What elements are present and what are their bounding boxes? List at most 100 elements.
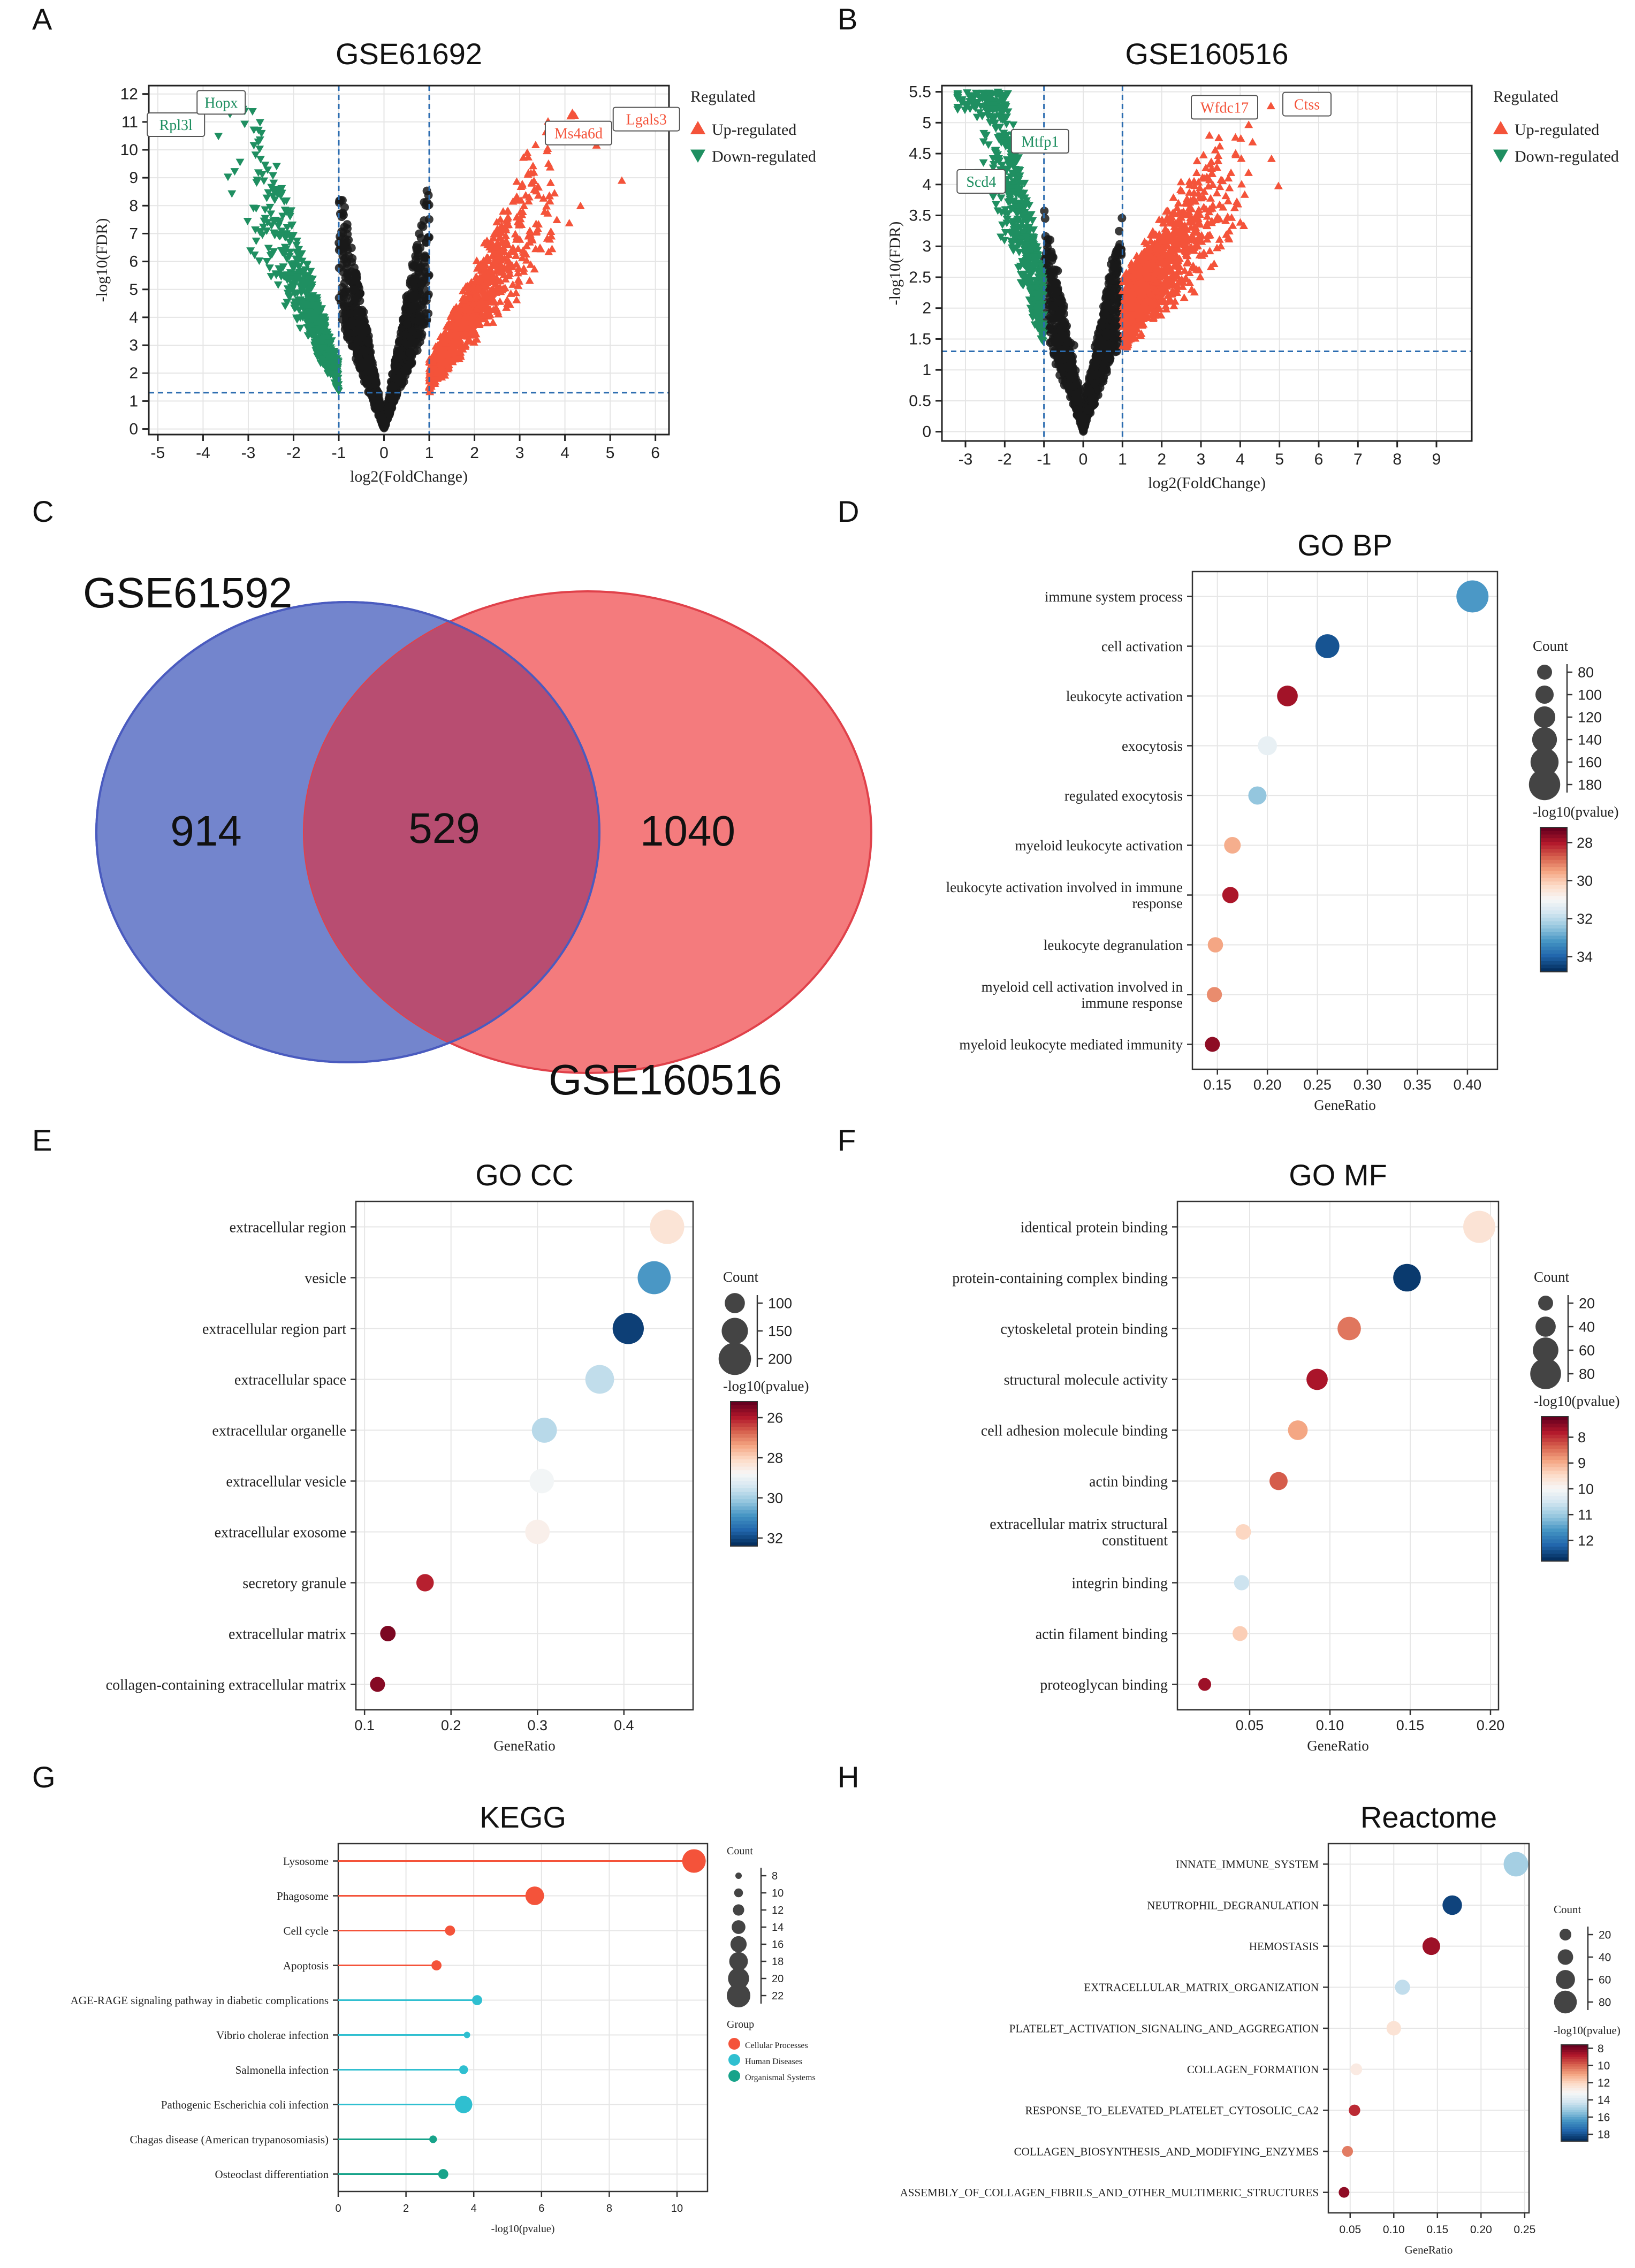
volcano-plot-B: -3 -2 -1 0 1 2 3 4 5 6 7 8 900.511.522.533.544.555.5… [886, 37, 1619, 492]
ns-point [1041, 249, 1051, 258]
ns-point [1090, 379, 1099, 389]
ns-point [1106, 354, 1115, 363]
down-point [265, 264, 274, 272]
ns-point [397, 351, 406, 360]
up-point [530, 265, 539, 273]
x-tick-label: 0 [379, 444, 389, 462]
x-tick-label: 5 [606, 444, 615, 462]
ns-point [1099, 372, 1108, 382]
up-point [1205, 131, 1214, 139]
legend-up: Up-regulated [712, 121, 796, 139]
ns-point [349, 342, 358, 351]
ns-point [362, 336, 371, 345]
up-point [526, 260, 535, 268]
down-point [266, 252, 275, 260]
ns-point [361, 375, 370, 384]
down-point [235, 158, 245, 166]
up-point [529, 168, 538, 176]
panel-label-G: G [32, 1760, 56, 1794]
panel-label-D: D [838, 494, 859, 528]
ns-point [336, 196, 345, 205]
down-point [240, 120, 249, 128]
up-point [528, 162, 537, 170]
ns-point [386, 392, 395, 401]
down-point [280, 302, 290, 310]
ns-point [402, 312, 411, 321]
up-point [496, 215, 505, 223]
x-tick-label: -5 [151, 444, 165, 462]
x-tick-label: 6 [651, 444, 660, 462]
ns-point [416, 263, 425, 272]
up-point [1176, 178, 1185, 186]
ns-point [343, 333, 352, 342]
ns-point [401, 338, 410, 347]
ns-point [416, 317, 425, 326]
ns-point [1073, 397, 1082, 406]
down-point [249, 142, 258, 150]
panel-label-B: B [838, 2, 857, 36]
x-tick-label: 2 [470, 444, 479, 462]
up-point [524, 197, 533, 205]
down-point [278, 212, 287, 220]
y-tick-label: 12 [120, 86, 138, 103]
up-point [508, 280, 518, 288]
ns-point [405, 348, 414, 357]
down-point [979, 159, 988, 167]
ns-point [408, 326, 417, 336]
ns-point [412, 245, 421, 254]
ns-point [1057, 345, 1066, 354]
ns-point [1091, 362, 1100, 371]
y-tick-label: 8 [129, 197, 138, 215]
ns-point [424, 271, 433, 280]
down-point [214, 133, 223, 141]
down-point [295, 324, 305, 332]
ns-point [1111, 316, 1120, 325]
y-tick-label: 9 [129, 169, 138, 187]
gene-label: Rpl3l [147, 112, 206, 138]
ns-point [1060, 320, 1069, 329]
panel-label-E: E [32, 1123, 52, 1157]
down-point [248, 108, 257, 116]
ns-point [1053, 311, 1062, 320]
gene-label-text: Lgals3 [626, 112, 667, 128]
ns-point [342, 259, 351, 268]
up-point [1248, 138, 1257, 146]
up-point [1180, 293, 1189, 301]
up-point [512, 177, 521, 185]
y-tick-label: 2 [129, 364, 138, 382]
ns-point [1105, 291, 1114, 300]
up-point [531, 140, 540, 148]
y-tick-label: 11 [121, 113, 138, 131]
ns-point [1083, 406, 1092, 415]
down-point [262, 194, 271, 202]
ns-point [352, 269, 361, 278]
ns-point [1040, 214, 1050, 223]
down-point [984, 141, 993, 149]
y-tick-label: 0 [129, 421, 138, 438]
gene-label-text: Hopx [204, 95, 238, 111]
gene-label-text: Ms4a6d [554, 126, 603, 142]
volcano-plot-A: -5 -4 -3 -2 -1 0 1 2 3 4 5 60123456789101112GSE6169… [93, 37, 816, 485]
ns-point [1114, 264, 1123, 273]
ns-point [389, 382, 398, 391]
legend-title: Regulated [690, 88, 756, 105]
x-tick-label: -3 [241, 444, 256, 462]
ns-point [376, 411, 385, 420]
up-point [539, 194, 548, 202]
gene-label: Ms4a6d [544, 120, 612, 146]
ns-point [359, 313, 368, 322]
up-point [1266, 102, 1275, 110]
up-point [1169, 193, 1178, 201]
down-point [262, 257, 271, 265]
down-point [264, 245, 273, 253]
up-point [520, 201, 529, 209]
down-point [260, 177, 269, 185]
ns-point [400, 366, 409, 375]
up-point [546, 227, 556, 235]
ns-point [343, 220, 352, 229]
ns-point [1104, 329, 1113, 338]
ns-point [1079, 422, 1088, 431]
ns-point [344, 252, 353, 261]
up-point [542, 202, 551, 210]
